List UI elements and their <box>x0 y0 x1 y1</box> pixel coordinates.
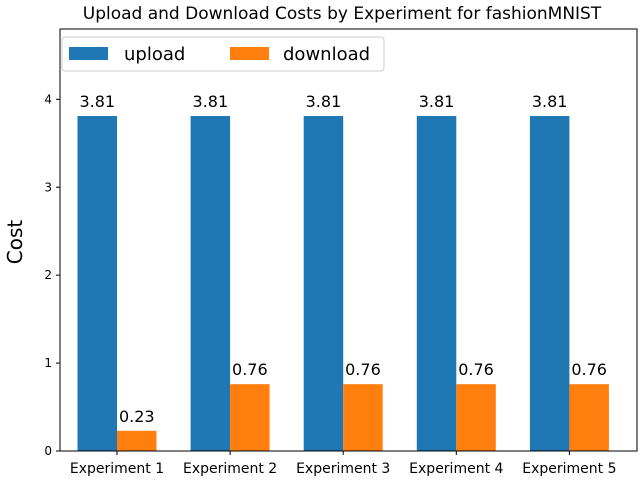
y-tick-label: 0 <box>44 444 52 458</box>
x-tick-label: Experiment 3 <box>296 461 390 477</box>
legend: upload download <box>61 36 385 72</box>
bar-value-label: 3.81 <box>419 92 455 111</box>
legend-label-download: download <box>283 44 370 65</box>
legend-swatch-upload <box>69 47 108 60</box>
legend-swatch-download <box>230 47 269 60</box>
y-axis-label: Cost <box>3 220 27 265</box>
bar-value-label: 3.81 <box>532 92 568 111</box>
bar-download <box>569 384 609 451</box>
bar-upload <box>77 116 117 451</box>
y-tick-label: 2 <box>44 268 52 282</box>
legend-box <box>61 36 385 72</box>
bar-upload <box>529 116 570 451</box>
bar-download <box>456 384 496 451</box>
bar-download <box>343 384 383 451</box>
bar-value-label: 0.76 <box>345 360 381 379</box>
bar-upload <box>416 116 457 451</box>
bar-value-label: 3.81 <box>306 92 342 111</box>
x-tick-label: Experiment 5 <box>522 461 616 477</box>
y-tick-label: 4 <box>44 92 52 106</box>
y-tick-label: 1 <box>44 356 52 370</box>
x-tick-label: Experiment 2 <box>183 461 277 477</box>
x-tick-label: Experiment 4 <box>409 461 503 477</box>
bar-download <box>230 384 270 451</box>
bar-value-label: 3.81 <box>79 92 115 111</box>
bar-value-label: 0.76 <box>232 360 268 379</box>
legend-label-upload: upload <box>124 44 185 65</box>
bar-upload <box>303 116 344 451</box>
bar-value-label: 0.76 <box>571 360 607 379</box>
chart-title: Upload and Download Costs by Experiment … <box>83 4 602 24</box>
bar-upload <box>190 116 231 451</box>
x-tick-label: Experiment 1 <box>70 461 164 477</box>
y-tick-label: 3 <box>44 180 52 194</box>
bar-value-label: 0.23 <box>119 407 155 426</box>
plot-area: 0 1 2 3 4 3.81 0.23 Experiment 1 3.81 0.76 Experim… <box>44 92 616 477</box>
bar-value-label: 0.76 <box>458 360 494 379</box>
bar-value-label: 3.81 <box>193 92 229 111</box>
axes-frame <box>59 28 638 452</box>
bar-download <box>117 430 157 451</box>
